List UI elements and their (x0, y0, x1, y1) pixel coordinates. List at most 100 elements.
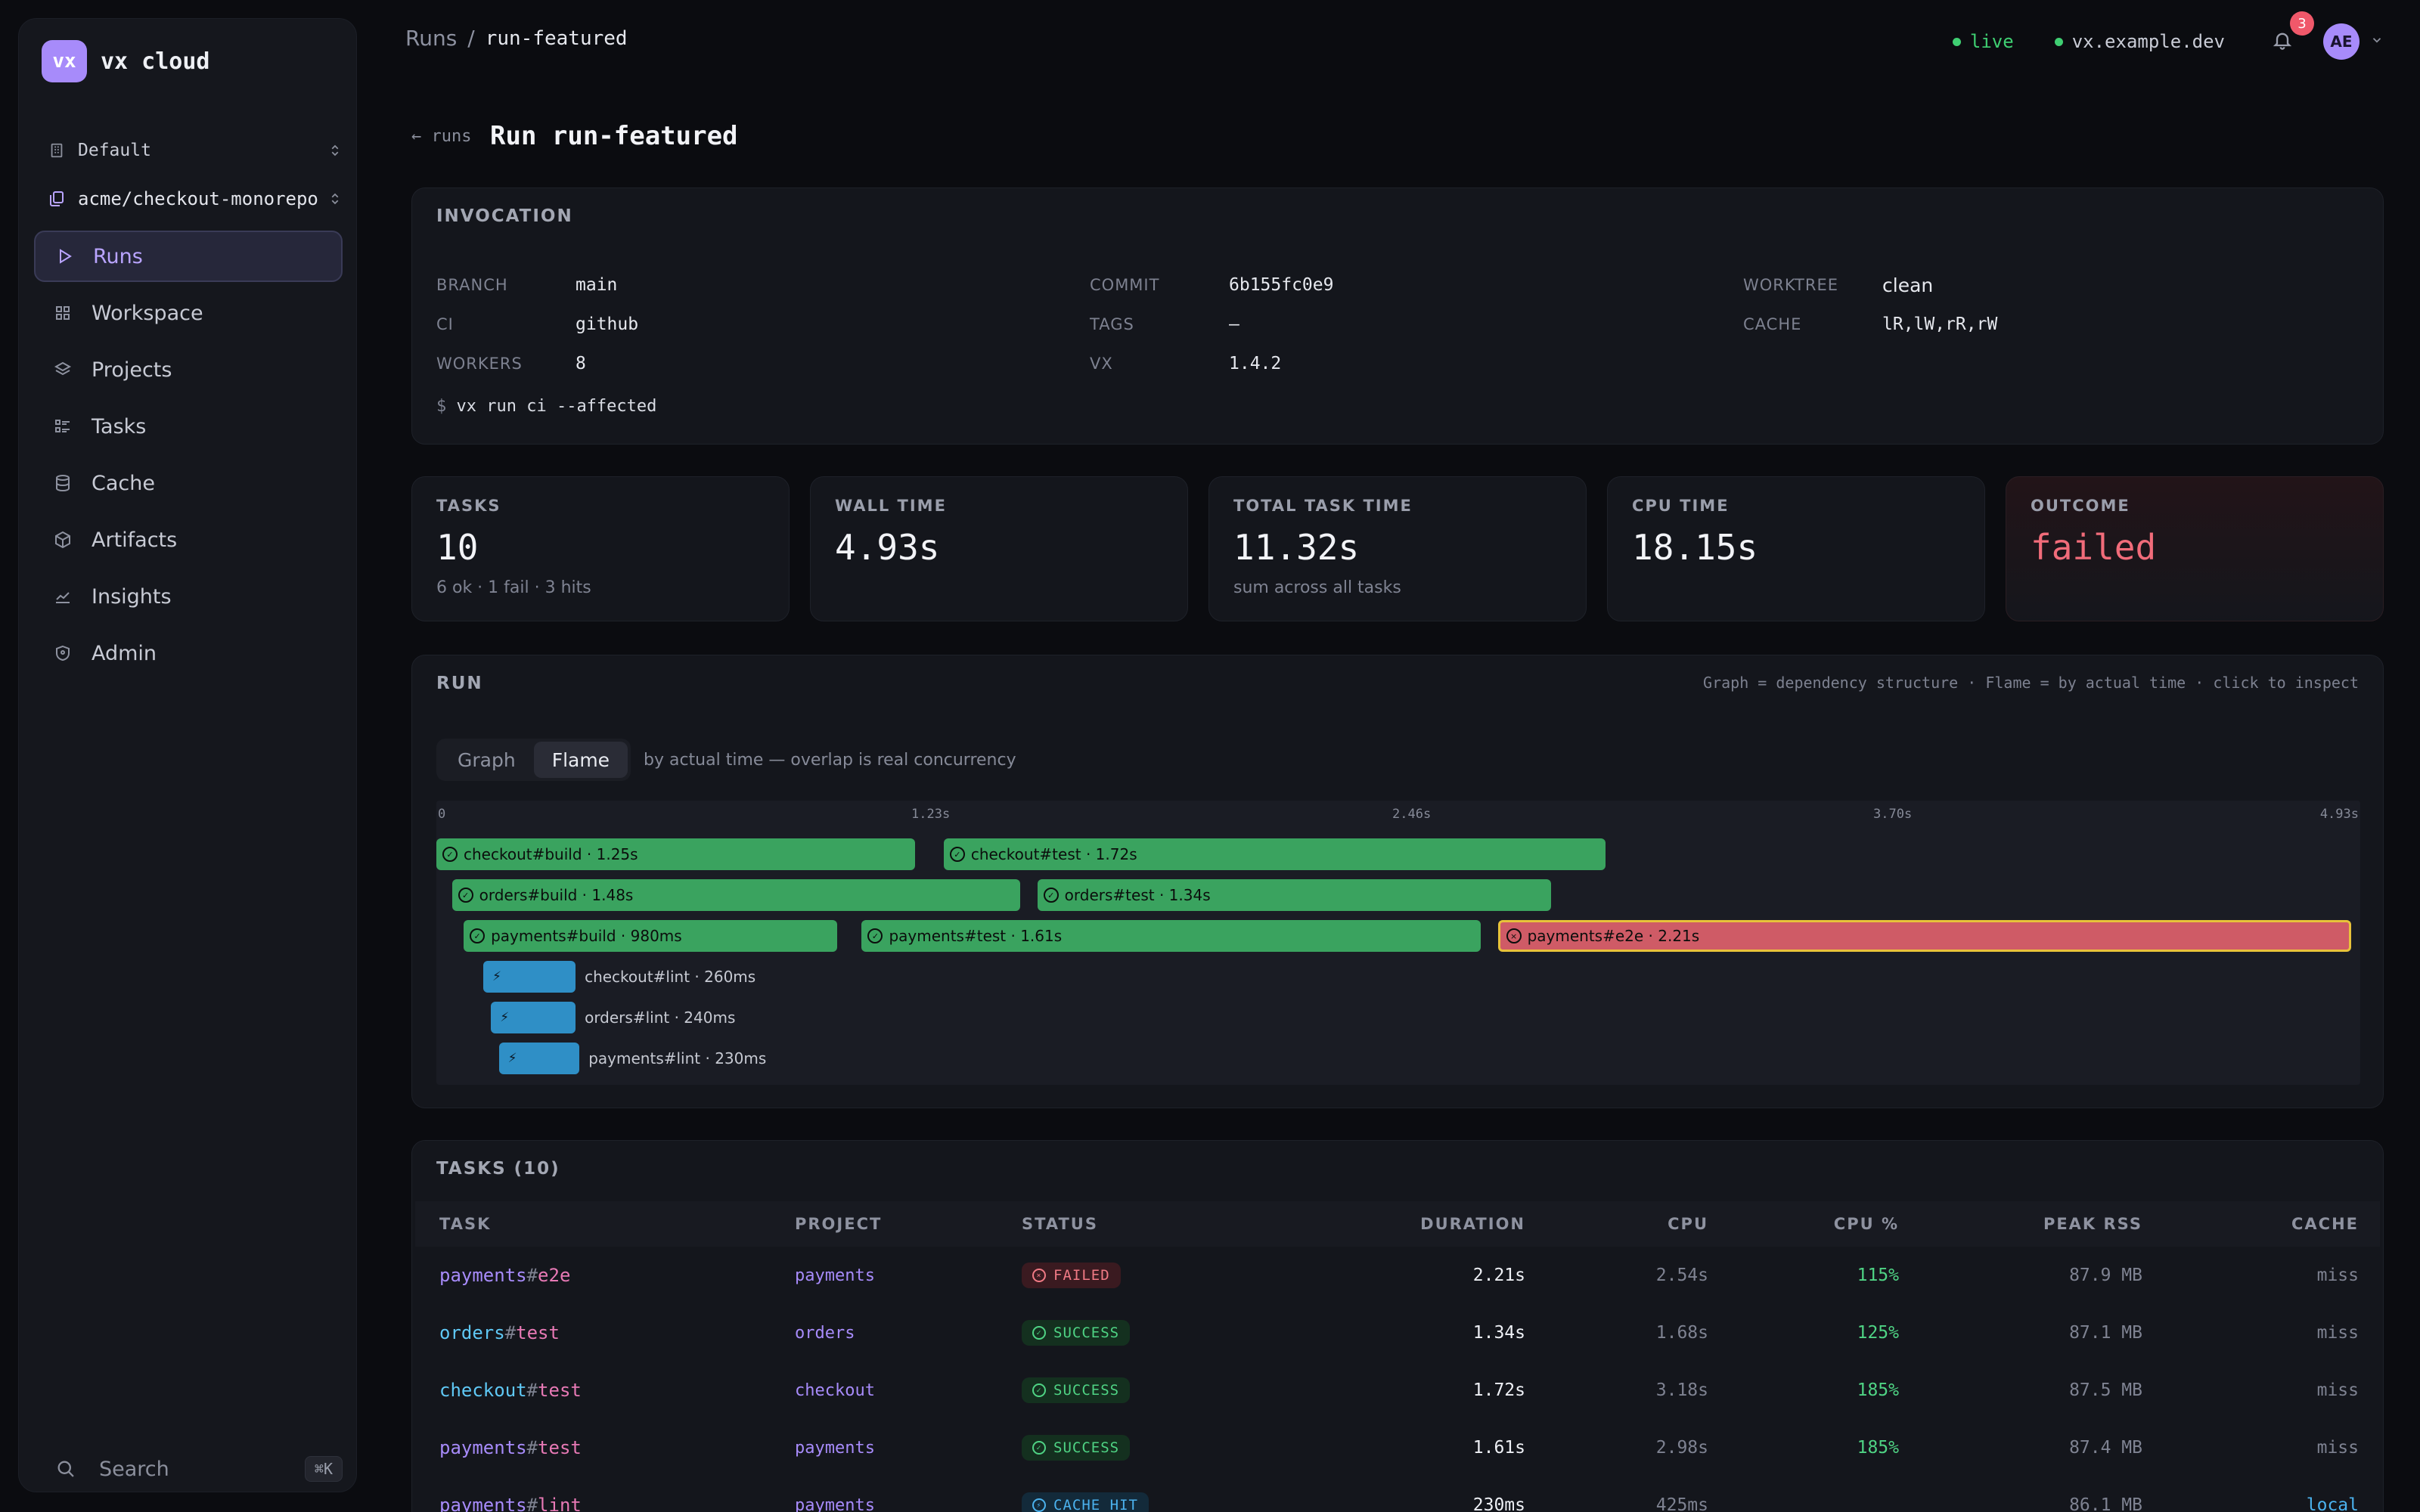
tab-flame[interactable]: Flame (533, 742, 628, 778)
stat-label: TASKS (436, 497, 501, 515)
flame-tick-label: 1.23s (911, 807, 951, 822)
project-link[interactable]: checkout (795, 1380, 875, 1400)
col-status[interactable]: STATUS (1022, 1215, 1098, 1233)
task-name[interactable]: payments # e2e (439, 1247, 570, 1304)
status-icon: ✓ (1032, 1441, 1046, 1455)
repo-icon (46, 188, 67, 209)
sidebar-item-tasks[interactable]: Tasks (34, 401, 343, 452)
flame-bar[interactable]: ✓ orders#build · 1.48s (451, 879, 1021, 911)
project-link[interactable]: payments (795, 1438, 875, 1458)
task-name[interactable]: payments # test (439, 1419, 582, 1476)
flame-bar-label: payments#e2e · 2.21s (1527, 927, 1700, 945)
peak-rss-cell: 86.1 MB (2069, 1495, 2142, 1512)
field-key: BRANCH (436, 276, 508, 294)
flame-bar[interactable]: ✓ orders#test · 1.34s (1037, 879, 1552, 911)
cpu-cell: 3.18s (1655, 1380, 1708, 1400)
cpu-cell: 1.68s (1655, 1323, 1708, 1343)
avatar[interactable]: AE (2323, 23, 2360, 60)
peak-rss-cell: 87.1 MB (2069, 1323, 2142, 1343)
tab-graph[interactable]: Graph (458, 748, 516, 771)
task-name[interactable]: orders # test (439, 1304, 560, 1362)
database-icon (52, 472, 73, 494)
flame-bar[interactable]: ⚡ (498, 1043, 580, 1074)
flame-caption: by actual time — overlap is real concurr… (644, 751, 1016, 770)
task-name[interactable]: checkout # test (439, 1362, 582, 1419)
col-peak-rss[interactable]: PEAK RSS (2043, 1215, 2142, 1233)
flame-bar[interactable]: ✓ checkout#test · 1.72s (943, 838, 1606, 870)
logo[interactable]: vx vx cloud (42, 40, 210, 82)
peak-rss-cell: 87.4 MB (2069, 1438, 2142, 1458)
table-row[interactable]: orders # test orders ✓ SUCCESS 1.34s 1.68s 125% 8… (415, 1304, 2380, 1362)
chevron-updown-icon (324, 191, 346, 206)
col-duration[interactable]: DURATION (1420, 1215, 1525, 1233)
invocation-card: INVOCATION BRANCH main CI github WORKERS 8 … (411, 187, 2384, 445)
col-project[interactable]: PROJECT (795, 1215, 883, 1233)
tasks-heading: TASKS (10) (436, 1159, 560, 1179)
table-row[interactable]: payments # test payments ✓ SUCCESS 1.61s 2.98s 1… (415, 1419, 2380, 1476)
sidebar-item-admin[interactable]: Admin (34, 627, 343, 679)
building-icon (46, 140, 67, 161)
invocation-command: $ vx run ci --affected (436, 397, 656, 416)
sidebar-item-cache[interactable]: Cache (34, 457, 343, 509)
col-cache[interactable]: CACHE (2291, 1215, 2359, 1233)
check-circle-icon: ✓ (867, 928, 883, 943)
task-target-part: test (516, 1322, 560, 1343)
back-to-runs-link[interactable]: ← runs (411, 127, 472, 146)
sidebar-item-projects[interactable]: Projects (34, 344, 343, 395)
field-key: CI (436, 315, 454, 333)
breadcrumb-current: run-featured (485, 26, 628, 50)
sidebar-item-label: Workspace (92, 301, 203, 325)
cache-cell: miss (2316, 1380, 2359, 1400)
sidebar-item-artifacts[interactable]: Artifacts (34, 514, 343, 565)
sidebar-nav: Runs Workspace Projects Tasks Cache Arti… (34, 231, 343, 684)
field-value: github (576, 314, 639, 334)
table-row[interactable]: payments # lint payments ⚡ CACHE HIT 230ms 425m… (415, 1476, 2380, 1512)
prompt-symbol: $ (436, 397, 447, 416)
sidebar-item-label: Artifacts (92, 528, 178, 552)
bolt-icon: ⚡ (507, 1051, 517, 1066)
flame-bar-label: payments#test · 1.61s (889, 927, 1063, 945)
repo-switcher[interactable]: acme/checkout-monorepo (46, 181, 346, 217)
topbar-actions: live vx.example.dev 3 AE (1952, 11, 2384, 60)
breadcrumb: Runs / run-featured (405, 26, 628, 51)
field-value: clean (1882, 274, 1934, 296)
table-row[interactable]: payments # e2e payments × FAILED 2.21s 2.54s 115… (415, 1247, 2380, 1304)
flame-bar[interactable]: ✓ checkout#build · 1.25s (436, 838, 916, 870)
logo-text: vx cloud (101, 48, 210, 75)
task-project-part: payments (439, 1265, 527, 1286)
flame-bar[interactable]: ⚡ (482, 961, 576, 993)
stat-sub: 6 ok · 1 fail · 3 hits (436, 578, 591, 597)
project-link[interactable]: payments (795, 1495, 875, 1512)
search-button[interactable]: Search ⌘K (52, 1448, 343, 1490)
sidebar-item-runs[interactable]: Runs (34, 231, 343, 282)
col-cpu[interactable]: CPU (1668, 1215, 1708, 1233)
sidebar-item-label: Admin (92, 641, 157, 665)
stat-value: 10 (436, 527, 479, 568)
table-row[interactable]: checkout # test checkout ✓ SUCCESS 1.72s 3.18s 1… (415, 1362, 2380, 1419)
live-label: live (1969, 31, 2014, 52)
flame-tick-label: 4.93s (2319, 807, 2359, 822)
host-status[interactable]: vx.example.dev (2054, 31, 2225, 52)
chevron-down-icon[interactable] (2370, 33, 2384, 50)
field-value[interactable]: 6b155fc0e9 (1229, 275, 1334, 295)
org-switcher[interactable]: Default (46, 132, 346, 169)
flame-bar[interactable]: ⚡ (491, 1002, 576, 1033)
flame-bar[interactable]: ✓ payments#test · 1.61s (861, 920, 1481, 952)
sidebar-item-workspace[interactable]: Workspace (34, 287, 343, 339)
project-link[interactable]: orders (795, 1323, 855, 1343)
task-name[interactable]: payments # lint (439, 1476, 582, 1512)
notifications-button[interactable]: 3 (2267, 11, 2314, 57)
flame-bar[interactable]: ✓ payments#build · 980ms (464, 920, 837, 952)
sidebar-item-insights[interactable]: Insights (34, 571, 343, 622)
project-link[interactable]: payments (795, 1266, 875, 1285)
col-cpu-pct[interactable]: CPU % (1833, 1215, 1899, 1233)
bell-icon (2272, 29, 2293, 54)
col-task[interactable]: TASK (439, 1215, 492, 1233)
status-cell: ⚡ CACHE HIT (1022, 1476, 1149, 1512)
peak-rss-cell: 87.9 MB (2069, 1266, 2142, 1285)
flame-bar-label: checkout#test · 1.72s (970, 845, 1137, 863)
flame-bar[interactable]: × payments#e2e · 2.21s (1497, 920, 2351, 952)
breadcrumb-runs[interactable]: Runs (405, 26, 458, 51)
stat-wall-time: WALL TIME 4.93s (810, 476, 1188, 621)
status-icon: ✓ (1032, 1383, 1046, 1397)
